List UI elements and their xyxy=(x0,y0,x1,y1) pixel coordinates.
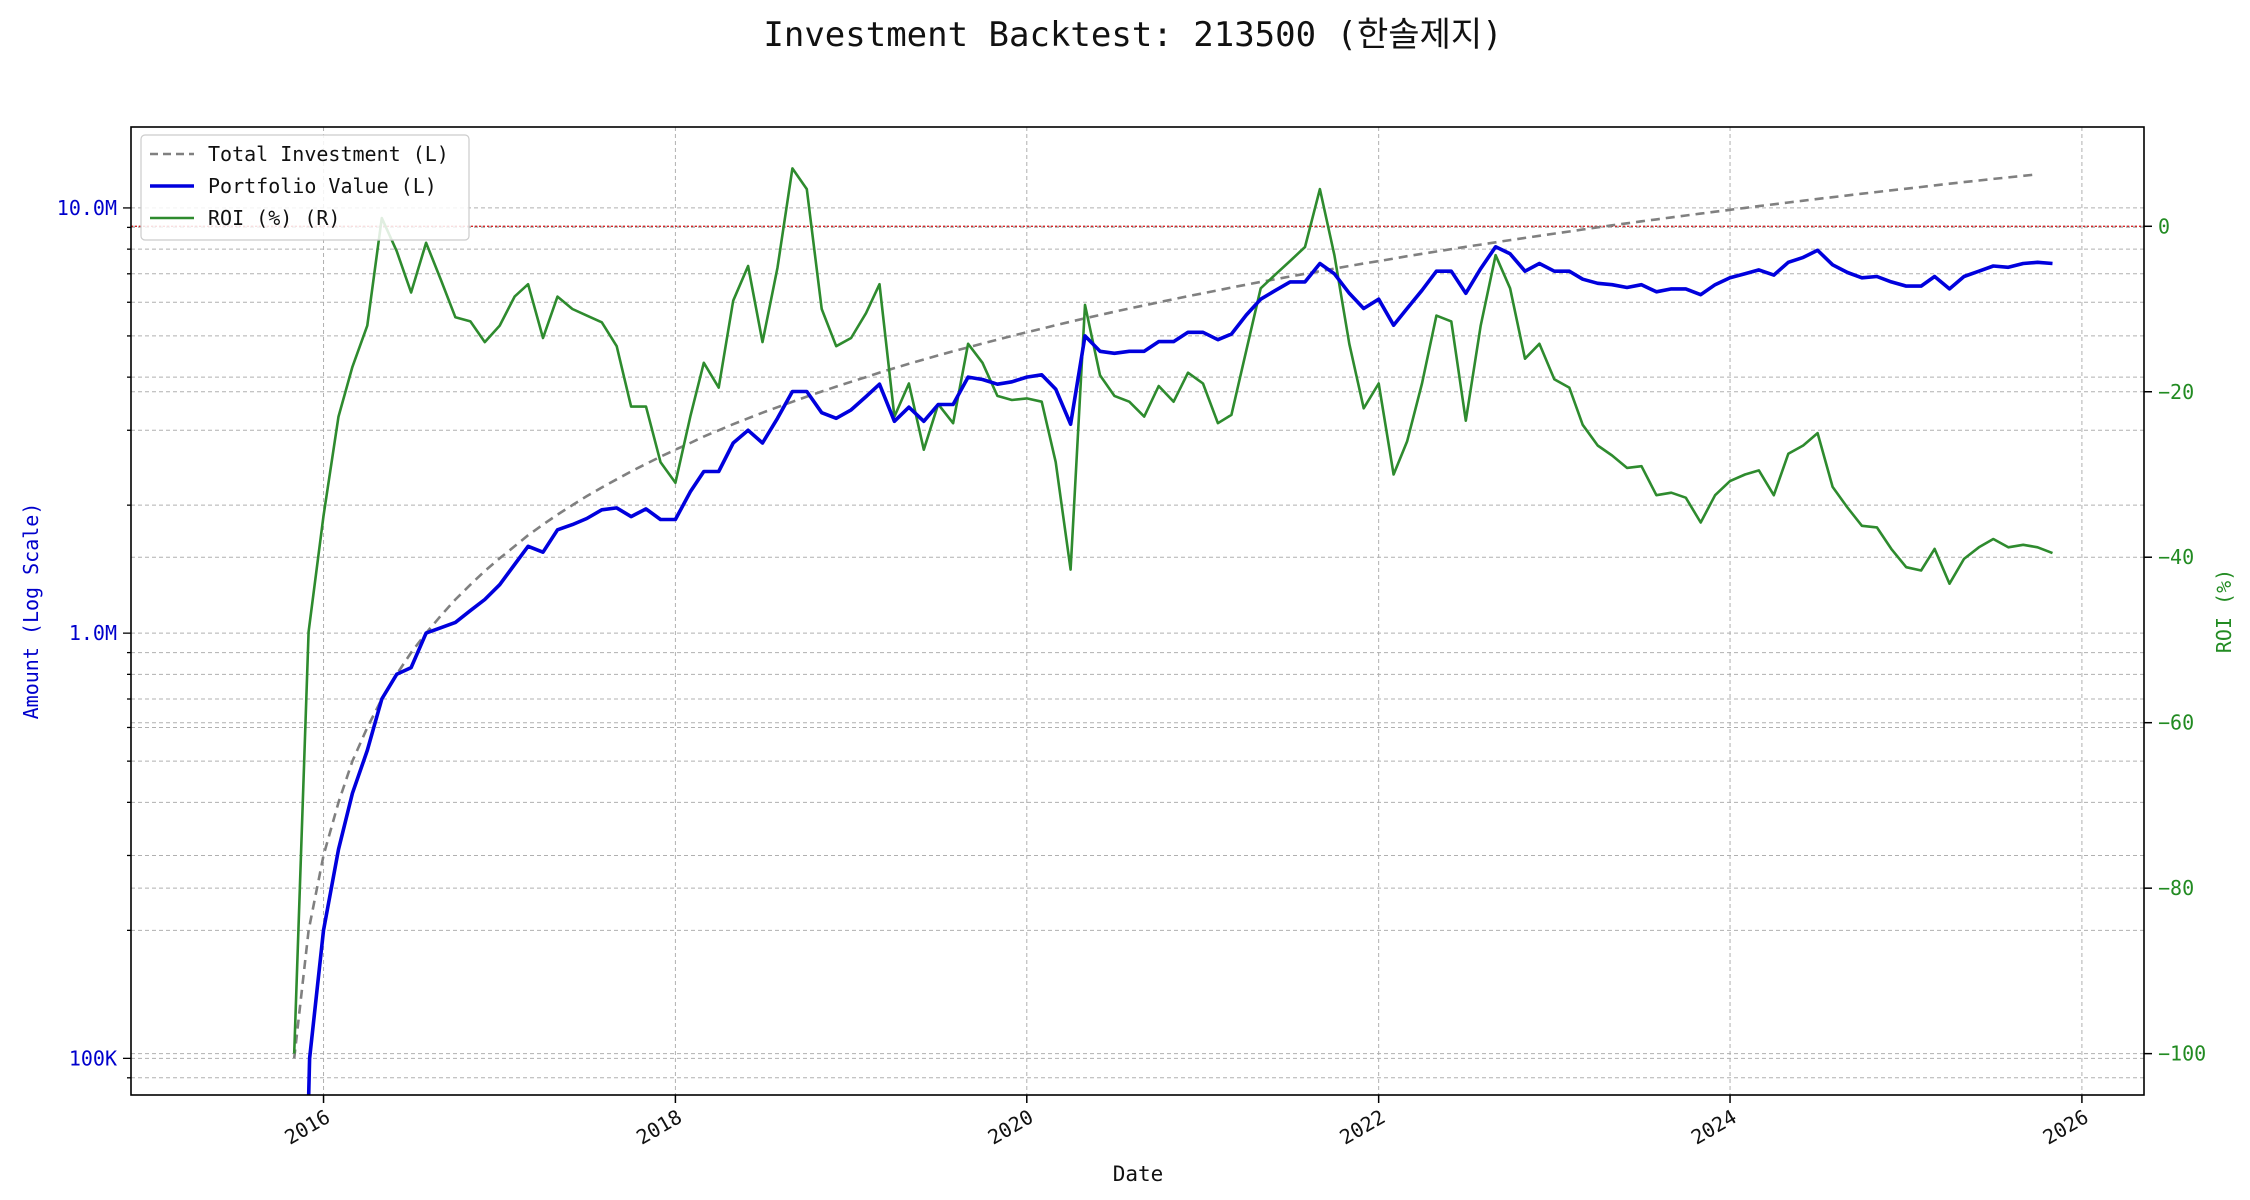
y-right-tick-label: −40 xyxy=(2158,545,2194,569)
legend-box xyxy=(140,134,470,241)
y-right-tick-label: 0 xyxy=(2158,214,2170,238)
y-right-tick-label: −100 xyxy=(2158,1042,2206,1066)
series-line-total-investment xyxy=(292,173,2038,1059)
legend-item-portfolio-value: Portfolio Value (L) xyxy=(150,174,437,198)
legend-label-portfolio-value: Portfolio Value (L) xyxy=(208,174,437,198)
legend-label-roi: ROI (%) (R) xyxy=(208,206,340,230)
chart-title: Investment Backtest: 213500 (한솔제지) xyxy=(763,15,1502,55)
y-left-tick-label: 100K xyxy=(69,1046,117,1070)
y-left-tick-label: 10.0M xyxy=(57,196,117,220)
legend-item-total-investment: Total Investment (L) xyxy=(150,142,449,166)
plot-frame xyxy=(130,126,2145,1096)
x-axis-label: Date xyxy=(1113,1162,1164,1186)
series-line-roi xyxy=(292,167,2053,1054)
series-group xyxy=(131,167,2144,1095)
y-right-tick-label: −20 xyxy=(2158,380,2194,404)
y-right-tick-label: −60 xyxy=(2158,711,2194,735)
legend: Total Investment (L) Portfolio Value (L)… xyxy=(140,134,470,241)
y-axis-right: 0 −20 −40 −60 −80 −100 xyxy=(2144,214,2206,1066)
legend-label-total-investment: Total Investment (L) xyxy=(208,142,449,166)
y-right-tick-label: −80 xyxy=(2158,876,2194,900)
grid-lines xyxy=(131,127,2144,1095)
legend-item-roi: ROI (%) (R) xyxy=(150,206,340,230)
y-left-tick-label: 1.0M xyxy=(69,621,117,645)
series-layer xyxy=(131,167,2144,1095)
y-axis-left: 100K 1.0M 10.0M xyxy=(57,196,131,1079)
y-axis-right-label: ROI (%) xyxy=(2212,569,2236,653)
y-axis-left-label: Amount (Log Scale) xyxy=(19,503,43,720)
series-line-portfolio-value xyxy=(306,245,2053,1095)
